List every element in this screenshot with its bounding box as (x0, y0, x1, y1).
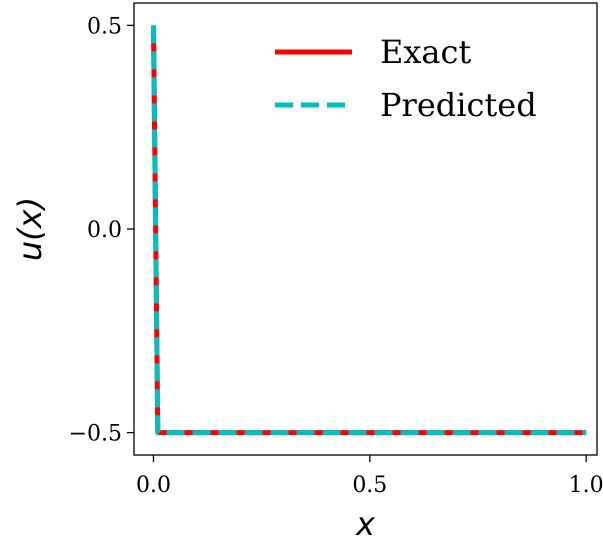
x-tick-label: 1.0 (569, 473, 603, 498)
plot-frame (133, 2, 598, 456)
legend: Exact Predicted (275, 33, 537, 124)
y-axis-label: u(x) (11, 197, 49, 261)
y-tick-label: −0.5 (69, 422, 122, 447)
x-tick-label: 0.5 (352, 473, 387, 498)
y-tick-label: 0.5 (87, 14, 122, 39)
x-ticks: 0.0 0.5 1.0 (136, 455, 603, 498)
x-tick-label: 0.0 (136, 473, 171, 498)
series-line-predicted (150, 25, 587, 436)
y-tick-label: 0.0 (87, 218, 122, 243)
y-ticks: 0.5 0.0 −0.5 (69, 14, 134, 447)
plot-area (133, 2, 598, 456)
legend-label-predicted: Predicted (380, 86, 537, 124)
series-layer (150, 25, 587, 436)
legend-label-exact: Exact (380, 33, 471, 71)
x-axis-label: x (355, 505, 376, 543)
